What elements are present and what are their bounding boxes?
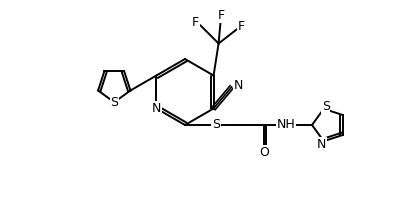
- Text: N: N: [317, 138, 326, 151]
- Text: NH: NH: [276, 117, 295, 131]
- Text: N: N: [152, 102, 161, 115]
- Text: S: S: [212, 119, 220, 131]
- Text: F: F: [218, 9, 225, 22]
- Text: S: S: [110, 96, 118, 109]
- Text: S: S: [322, 100, 330, 113]
- Text: F: F: [238, 20, 245, 33]
- Text: O: O: [259, 145, 269, 159]
- Text: N: N: [234, 79, 243, 91]
- Text: F: F: [192, 16, 199, 29]
